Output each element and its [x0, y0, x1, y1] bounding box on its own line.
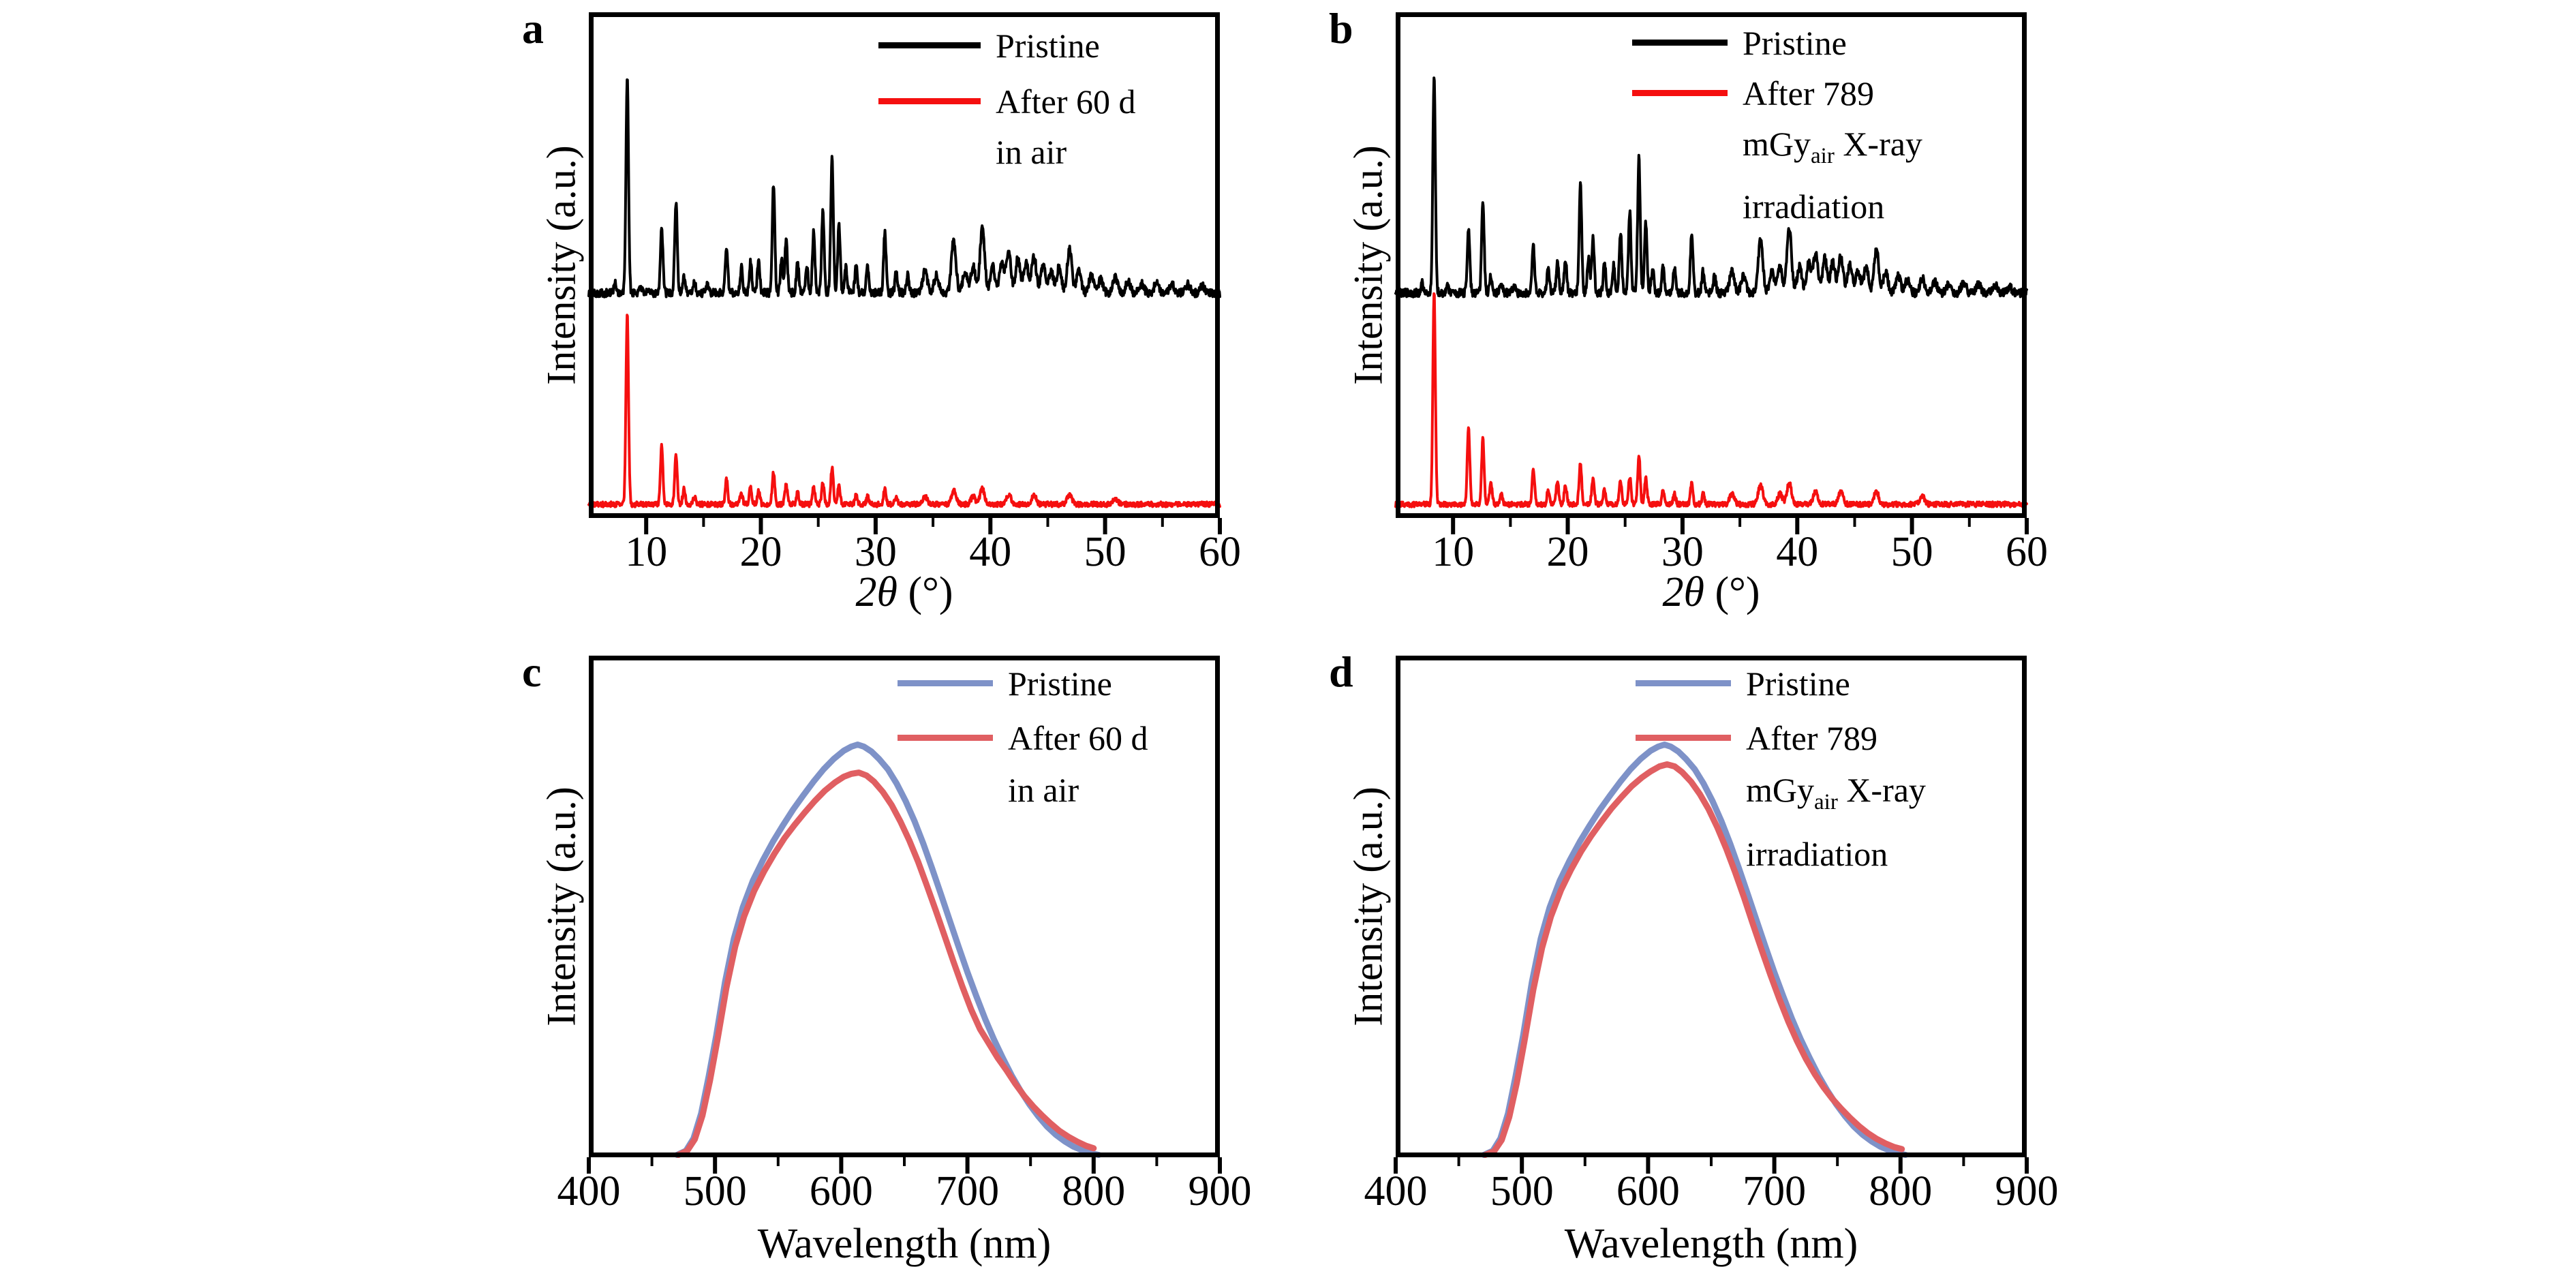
- air-subscript: air: [1814, 790, 1838, 814]
- legend-label-aged-line2: in air: [996, 133, 1067, 171]
- panel-a-letter: a: [522, 4, 544, 52]
- svg-text:800: 800: [1869, 1168, 1932, 1215]
- svg-text:60: 60: [2006, 529, 2048, 575]
- legend-swatch-pristine: [898, 680, 993, 686]
- legend-swatch-irradiated: [1636, 735, 1731, 741]
- legend-label-pristine: Pristine: [1008, 665, 1112, 703]
- legend-swatch-pristine: [878, 42, 981, 48]
- legend-entry-pristine: Pristine: [898, 658, 1148, 709]
- legend-label-irradiated-line1: After 789: [1743, 74, 1874, 112]
- legend-label-pristine: Pristine: [1746, 665, 1850, 703]
- air-subscript: air: [1811, 144, 1835, 168]
- legend-label-irradiated-line3: irradiation: [1743, 187, 1885, 226]
- legend-swatch-aged: [878, 98, 981, 104]
- svg-text:400: 400: [557, 1168, 621, 1215]
- svg-text:40: 40: [969, 529, 1011, 575]
- legend-swatch-irradiated: [1632, 90, 1728, 96]
- panel-a-xrd-plot: 10 20 30 40 50 60: [587, 12, 1241, 575]
- degree-unit-label: (°): [1704, 569, 1760, 615]
- legend-label-pristine: Pristine: [996, 27, 1100, 65]
- panel-c-y-axis-title: Intensity (a.u.): [538, 787, 584, 1026]
- svg-text:900: 900: [1995, 1168, 2059, 1215]
- panel-d-x-axis-title: Wavelength (nm): [1564, 1221, 1858, 1267]
- panel-d-y-axis-title: Intensity (a.u.): [1345, 787, 1391, 1026]
- legend-swatch-pristine: [1632, 40, 1728, 46]
- panel-c-pl-plot: 400 500 600 700 800 900: [557, 656, 1252, 1215]
- svg-text:400: 400: [1364, 1168, 1428, 1215]
- legend-label-pristine: Pristine: [1743, 24, 1847, 62]
- panel-b-xrd-plot: 10 20 30 40 50 60: [1394, 12, 2048, 575]
- panel-d-pl-plot: 400 500 600 700 800 900: [1364, 656, 2059, 1215]
- svg-text:10: 10: [625, 529, 667, 575]
- svg-text:20: 20: [1547, 529, 1589, 575]
- legend-swatch-pristine: [1636, 680, 1731, 686]
- svg-text:700: 700: [1743, 1168, 1806, 1215]
- legend-label-aged-line1: After 60 d: [1008, 719, 1148, 757]
- legend-entry-irradiated: After 789 mGyair X-ray irradiation: [1632, 68, 1922, 232]
- two-theta-label: 2θ: [855, 569, 898, 615]
- legend-entry-pristine: Pristine: [1636, 658, 1926, 709]
- panel-c-x-axis-title: Wavelength (nm): [757, 1221, 1052, 1267]
- legend-label-irradiated-line1: After 789: [1746, 719, 1877, 757]
- panel-a-x-axis-title: 2θ (°): [589, 571, 1220, 613]
- svg-text:60: 60: [1199, 529, 1241, 575]
- legend-entry-pristine: Pristine: [1632, 18, 1922, 68]
- svg-text:500: 500: [1490, 1168, 1554, 1215]
- panel-c-legend: Pristine After 60 d in air: [898, 658, 1148, 816]
- panel-d-legend: Pristine After 789 mGyair X-ray irradiat…: [1636, 658, 1926, 880]
- svg-text:700: 700: [936, 1168, 999, 1215]
- svg-text:900: 900: [1189, 1168, 1252, 1215]
- panel-a-y-axis-title: Intensity (a.u.): [538, 145, 584, 385]
- panel-a-legend: Pristine After 60 d in air: [878, 20, 1136, 177]
- panel-d-letter: d: [1329, 647, 1353, 696]
- legend-label-irradiated-line2: mGyair X-ray: [1746, 771, 1926, 814]
- panel-c-letter: c: [522, 647, 542, 696]
- legend-label-aged-line2: in air: [1008, 771, 1079, 809]
- panel-b-letter: b: [1329, 4, 1353, 52]
- svg-text:600: 600: [1616, 1168, 1680, 1215]
- svg-text:40: 40: [1776, 529, 1818, 575]
- legend-entry-irradiated: After 789 mGyair X-ray irradiation: [1636, 712, 1926, 880]
- two-theta-label: 2θ: [1662, 569, 1704, 615]
- svg-text:50: 50: [1891, 529, 1933, 575]
- legend-entry-aged: After 60 d in air: [898, 712, 1148, 816]
- svg-text:20: 20: [740, 529, 782, 575]
- svg-text:800: 800: [1062, 1168, 1125, 1215]
- panel-b-legend: Pristine After 789 mGyair X-ray irradiat…: [1632, 18, 1922, 232]
- svg-text:30: 30: [855, 529, 897, 575]
- svg-text:10: 10: [1432, 529, 1474, 575]
- svg-text:500: 500: [684, 1168, 747, 1215]
- svg-text:600: 600: [810, 1168, 873, 1215]
- legend-swatch-aged: [898, 735, 993, 741]
- legend-label-irradiated-line3: irradiation: [1746, 835, 1888, 873]
- panel-b-x-axis-title: 2θ (°): [1396, 571, 2027, 613]
- legend-entry-pristine: Pristine: [878, 20, 1136, 71]
- legend-entry-aged: After 60 d in air: [878, 76, 1136, 177]
- legend-label-aged-line1: After 60 d: [996, 82, 1136, 121]
- panel-b-y-axis-title: Intensity (a.u.): [1345, 145, 1391, 385]
- svg-text:30: 30: [1661, 529, 1704, 575]
- degree-unit-label: (°): [897, 569, 953, 615]
- svg-text:50: 50: [1084, 529, 1126, 575]
- legend-label-irradiated-line2: mGyair X-ray: [1743, 125, 1922, 168]
